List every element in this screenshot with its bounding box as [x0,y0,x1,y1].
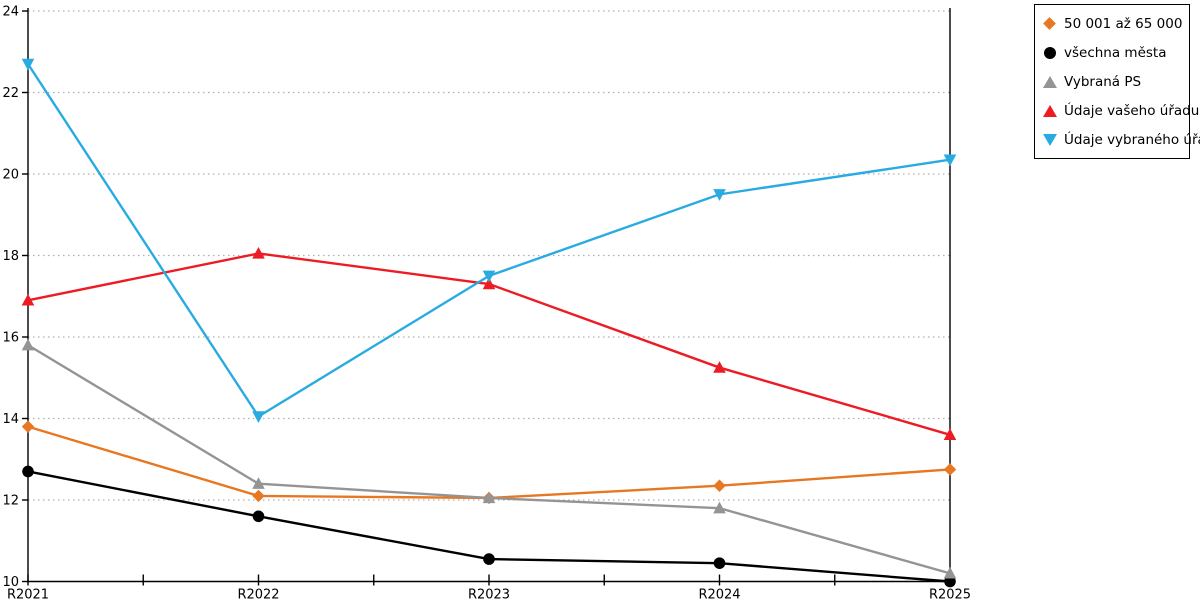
data-point [252,411,265,423]
x-tick-label: R2023 [468,588,510,600]
data-point [482,277,496,290]
data-point [21,420,35,433]
triangle-down-icon [1043,133,1057,147]
data-point [713,557,726,569]
y-tick-label: 12 [2,494,19,509]
y-tick-label: 18 [2,249,19,264]
legend-item: Vybraná PS [1043,67,1181,96]
data-point [944,575,956,588]
series [21,58,957,423]
y-tick-label: 16 [2,331,19,346]
legend: 50 001 až 65 000 všechna města Vybraná PS Ú… [1034,4,1200,159]
series-line [26,470,952,583]
y-tick-label: 24 [2,5,19,20]
triangle-up-icon [1043,75,1057,89]
legend-label: 50 001 až 65 000 [1064,15,1183,32]
data-point [252,246,265,259]
series-line [26,62,952,418]
data-point [21,338,35,351]
diamond-icon [1043,16,1057,31]
legend-label: Údaje vybraného úřadu [1064,131,1200,148]
data-point [713,189,726,201]
series [22,465,956,588]
legend-label: Údaje vašeho úřadu [1064,102,1200,119]
data-point [943,463,957,476]
data-point [713,501,726,514]
x-tick-label: R2024 [698,588,740,600]
legend-item: 50 001 až 65 000 [1043,9,1183,38]
legend-item: Údaje vašeho úřadu [1043,96,1199,125]
legend-label: Vybraná PS [1064,73,1142,90]
x-tick-label: R2022 [237,588,279,600]
data-point [252,477,265,489]
data-point [252,489,265,503]
x-tick-label: R2025 [929,588,971,600]
data-point [252,510,265,523]
legend-item: Údaje vybraného úřadu [1043,125,1200,154]
x-tick-label: R2021 [7,588,49,600]
data-point [482,491,496,504]
series-line [26,425,952,500]
y-tick-label: 14 [2,412,19,427]
data-point [482,270,496,283]
data-point [483,553,495,565]
data-point [943,154,957,167]
legend-item: všechna města [1043,38,1181,67]
data-point [943,566,957,579]
y-tick-label: 10 [2,575,19,590]
series [21,246,957,440]
data-point [943,428,957,440]
data-point [21,293,35,306]
data-point [21,58,35,71]
y-tick-label: 20 [2,168,19,183]
legend-label: všechna města [1064,44,1167,61]
line-chart: 10 12 14 16 18 20 22 24 R2021 R2022 R2023 R2024 R202… [2,5,971,600]
circle-icon [1043,46,1057,60]
data-point [22,465,34,478]
series-line [26,343,952,575]
data-point [713,361,726,373]
triangle-up-icon [1043,104,1057,118]
series [21,338,957,579]
y-tick-label: 22 [2,86,19,101]
data-point [713,479,726,492]
